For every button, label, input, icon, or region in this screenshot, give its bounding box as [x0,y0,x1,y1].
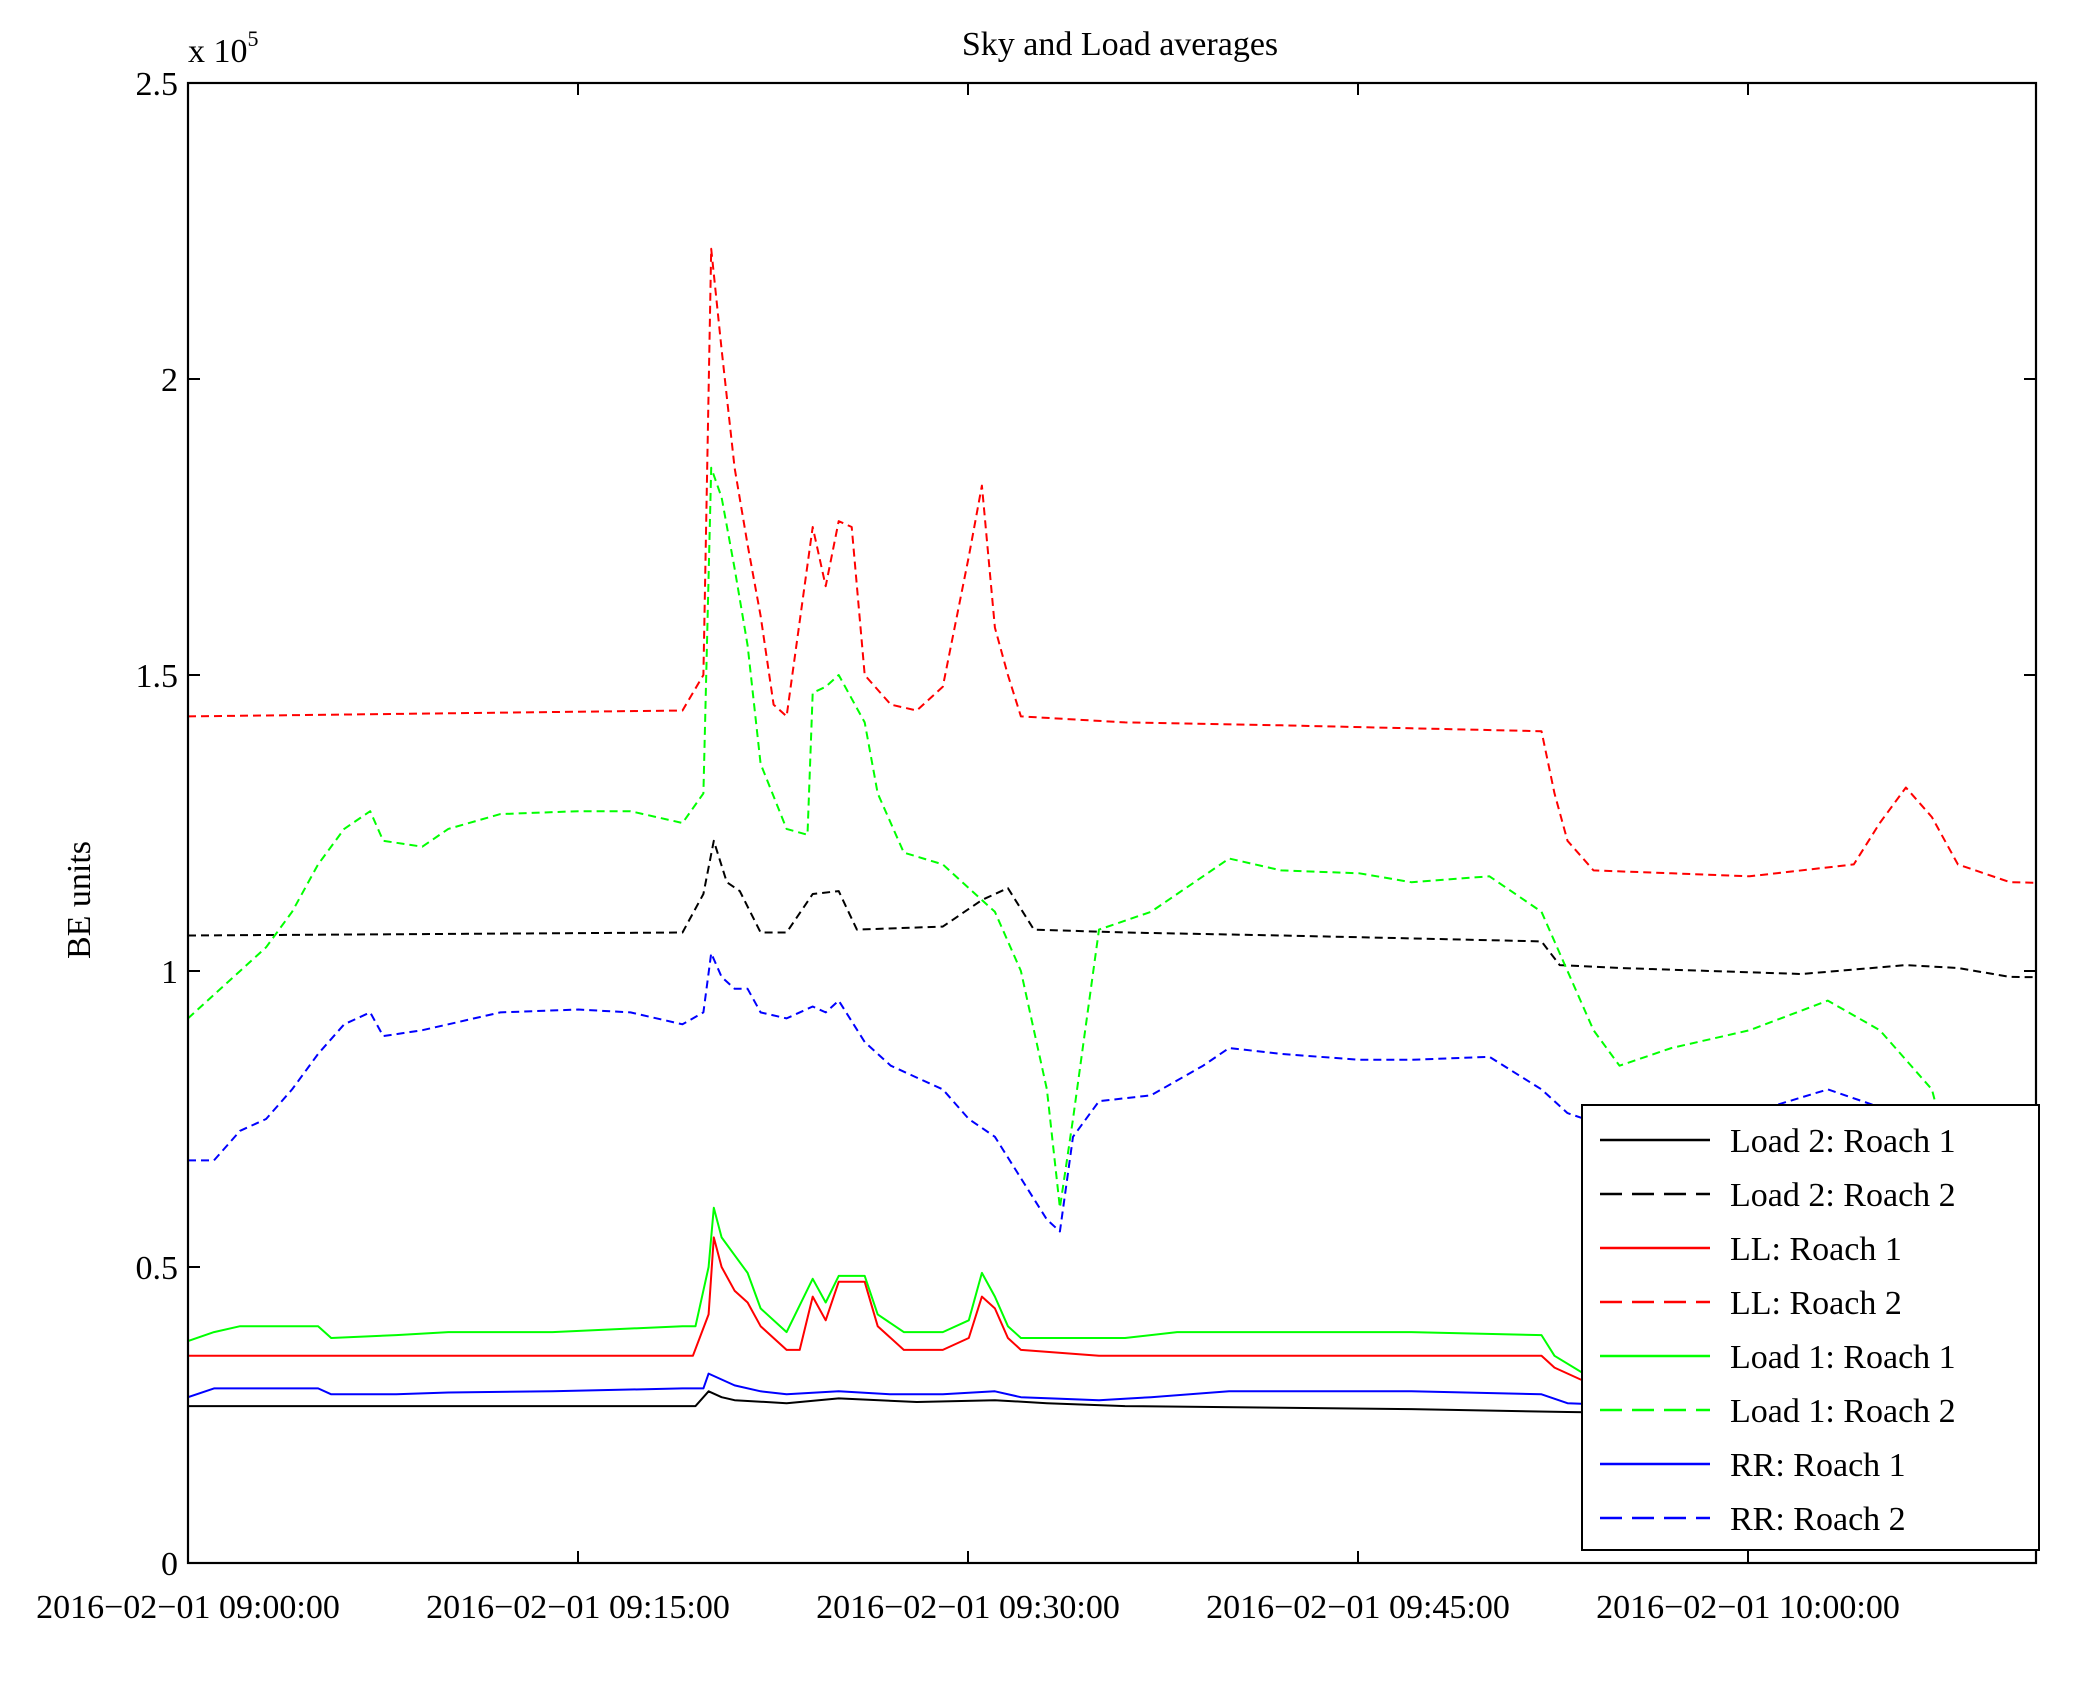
y-tick-label: 2 [161,362,178,399]
legend-label: RR: Roach 1 [1730,1447,1906,1484]
x-axis: 2016−02−01 09:00:00 2016−02−01 09:15:00 20… [36,83,1900,1626]
legend-label: LL: Roach 1 [1730,1231,1902,1268]
x-tick-label: 2016−02−01 09:45:00 [1206,1589,1510,1626]
legend-label: LL: Roach 2 [1730,1285,1902,1322]
y-multiplier-label: x 105 [188,26,259,70]
x-tick-label: 2016−02−01 09:30:00 [816,1589,1120,1626]
y-tick-label: 0.5 [136,1250,179,1287]
plot-frame [186,81,2038,1565]
y-axis: 0 0.5 1 1.5 2 2.5 [136,66,2036,1583]
legend-box [1581,1104,2040,1551]
x-tick-label: 2016−02−01 09:15:00 [426,1589,730,1626]
legend: Load 2: Roach 1 Load 2: Roach 2 LL: Roach … [1581,1104,2040,1551]
y-axis-label: BE units [61,841,98,959]
y-multiplier-base: x 10 [188,33,248,70]
legend-label: Load 2: Roach 1 [1730,1123,1956,1160]
series-line-1 [188,839,2036,979]
legend-items: Load 2: Roach 1 Load 2: Roach 2 LL: Roach … [1600,1123,1956,1538]
x-tick-label: 2016−02−01 10:00:00 [1596,1589,1900,1626]
legend-label: Load 2: Roach 2 [1730,1177,1956,1214]
x-tick-label: 2016−02−01 09:00:00 [36,1589,340,1626]
y-tick-label: 1 [161,954,178,991]
legend-label: Load 1: Roach 2 [1730,1393,1956,1430]
y-multiplier-exponent: 5 [248,26,259,51]
y-tick-label: 2.5 [136,66,179,103]
legend-label: RR: Roach 2 [1730,1501,1906,1538]
y-tick-label: 0 [161,1546,178,1583]
legend-label: Load 1: Roach 1 [1730,1339,1956,1376]
chart-title: Sky and Load averages [962,26,1278,63]
y-tick-label: 1.5 [136,658,179,695]
series-line-5 [188,466,2036,1233]
